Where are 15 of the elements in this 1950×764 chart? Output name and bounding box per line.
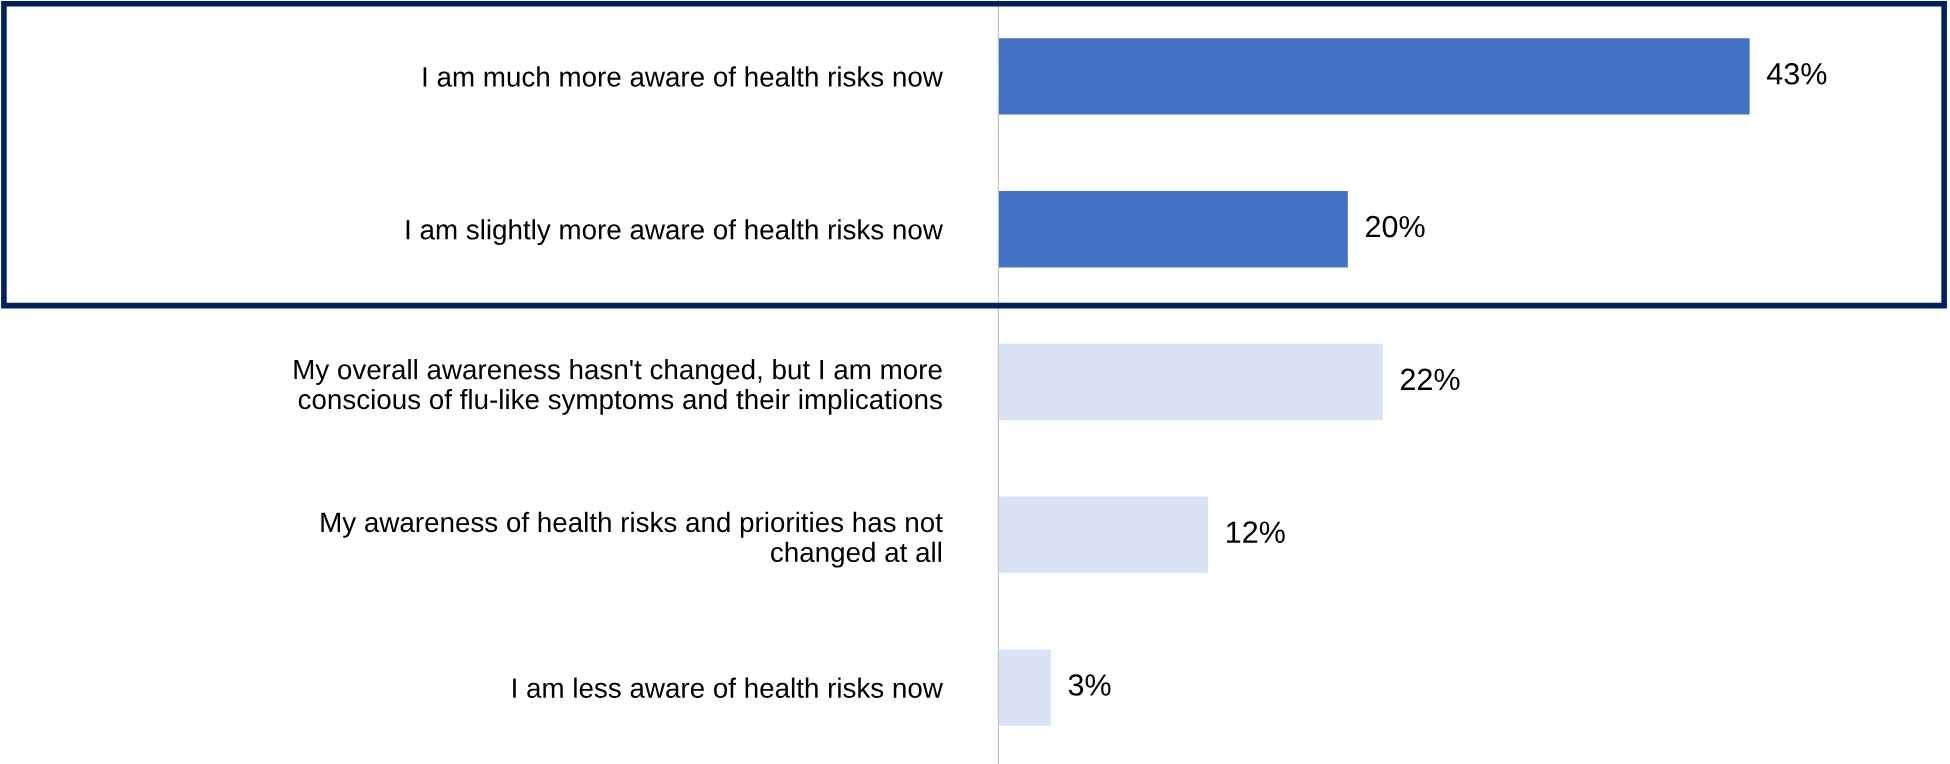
- y-tick-label: I am slightly more aware of health risks now: [406, 219, 943, 246]
- data-label: 12%: [1227, 521, 1285, 543]
- bar: [998, 191, 1348, 268]
- bar: [998, 649, 1051, 726]
- bar: [998, 496, 1209, 573]
- y-tick-label: I am less aware of health risks now: [513, 677, 943, 698]
- data-label: 22%: [1400, 368, 1460, 391]
- data-label: 3%: [1068, 674, 1111, 696]
- y-tick-label: My overall awareness hasn't changed, but I am more conscious of flu-like symptoms and their implications: [294, 358, 942, 415]
- bar: [998, 38, 1750, 115]
- y-tick-label: I am much more aware of health risks now: [423, 66, 943, 87]
- y-tick-label: My awareness of health risks and priorities has not changed at all: [321, 511, 943, 568]
- bar: [998, 343, 1383, 421]
- data-label: 43%: [1767, 62, 1827, 85]
- data-label: 20%: [1366, 215, 1425, 238]
